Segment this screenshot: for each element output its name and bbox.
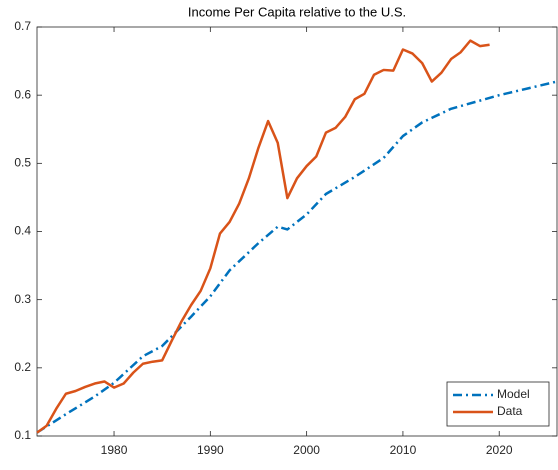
y-tick-label: 0.6 [14,87,31,101]
legend-label: Data [497,404,523,418]
y-tick-label: 0.3 [14,292,31,306]
x-tick-label: 2010 [390,443,417,457]
x-tick-label: 1990 [197,443,224,457]
y-tick-label: 0.4 [14,224,31,238]
x-tick-label: 2020 [486,443,513,457]
data-line [36,39,490,434]
x-tick-label: 1980 [101,443,128,457]
x-tick-label: 2000 [293,443,320,457]
legend-label: Model [497,387,530,401]
y-tick-label: 0.7 [14,19,31,33]
data-line [36,80,558,434]
legend-box [446,381,550,427]
plot-area [36,26,558,437]
y-tick-label: 0.5 [14,156,31,170]
chart-title: Income Per Capita relative to the U.S. [188,4,406,19]
y-tick-label: 0.1 [14,428,31,442]
y-tick-label: 0.2 [14,360,31,374]
